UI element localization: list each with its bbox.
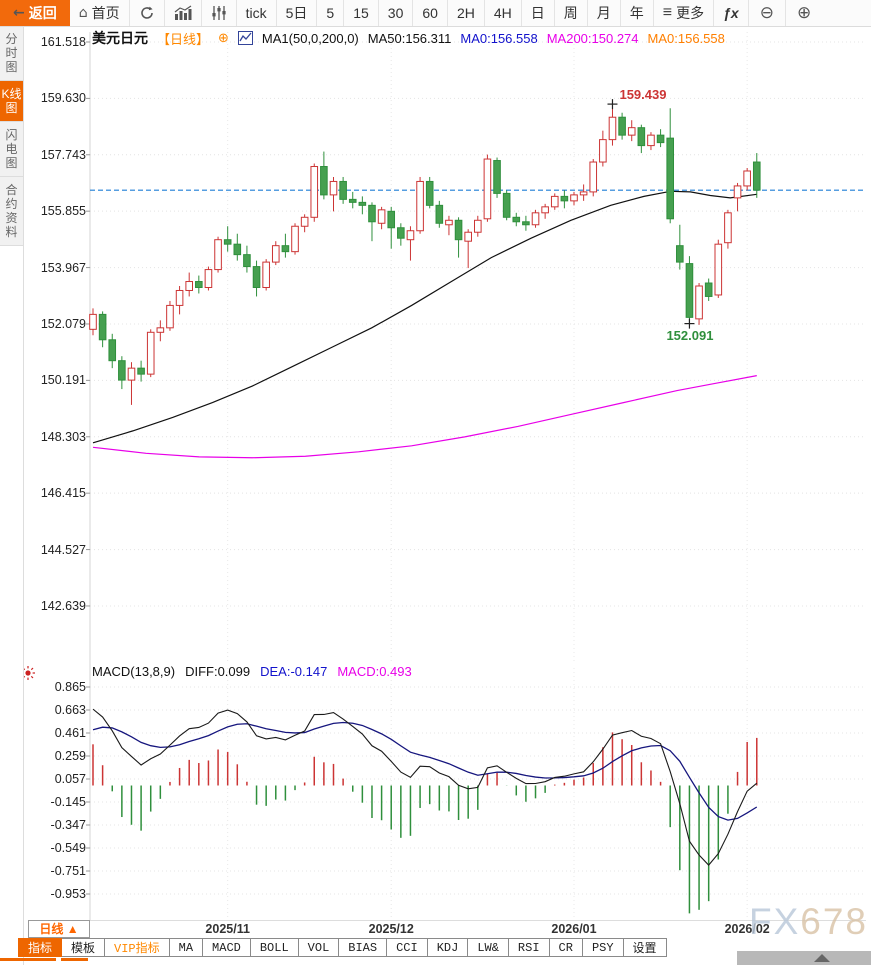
timeframe-label: 周 [563,5,578,21]
timeframe-label: 4H [493,5,512,21]
more-button[interactable]: ≡ 更多 [654,0,715,26]
timeframe-label: 5日 [285,5,308,21]
macd-params: MACD(13,8,9) [92,664,176,679]
hamburger-icon: ≡ [662,4,673,21]
line-chart-icon [237,31,253,45]
watermark-678: 678 [800,901,868,942]
more-label: 更多 [676,5,705,21]
indicator-tab-LW&[interactable]: LW& [468,938,509,957]
indicator-tab-settings[interactable]: 设置 [623,938,667,957]
sidebar-tab-分时图[interactable]: 分时图 [0,26,23,81]
sidebar-tab-闪电图[interactable]: 闪电图 [0,122,23,177]
ma-settings: MA1(50,0,200,0) [261,30,359,46]
timeframe-label: 2H [456,5,475,21]
ma50-value: MA50:156.311 [367,30,452,46]
timeframe-button-4H[interactable]: 4H [485,0,522,26]
expand-icon[interactable]: ⊕ [218,30,229,46]
period-selector[interactable]: 日线 ▲ [28,920,90,938]
zoom-out-button[interactable]: ⊖ [749,0,786,26]
fx-icon: ƒx [723,5,739,21]
macd-bar-value: MACD:0.493 [337,664,412,679]
home-label: 首页 [91,5,120,21]
home-icon: ⌂ [78,5,88,21]
indicator-tab-MACD[interactable]: MACD [203,938,251,957]
timeframe-button-月[interactable]: 月 [588,0,621,26]
zoom-in-button[interactable]: ⊕ [786,0,822,26]
refresh-button[interactable] [130,0,165,26]
timeframe-label: 月 [596,5,611,21]
symbol-name: 美元日元 [92,30,148,46]
sidebar-tab-合约资料[interactable]: 合约资料 [0,177,23,246]
fx678-watermark: FX678 [749,901,868,943]
active-tab-underline-2 [61,958,88,961]
period-tag: 【日线】 [157,31,210,47]
indicator-tab-bar: 指标 模板 VIP指标 MA MACD BOLL VOL BIAS CCI KDJ LW& RSI CR… [18,938,667,957]
macd-dea-value: DEA:-0.147 [260,664,328,679]
ma200-value: MA200:150.274 [546,30,639,46]
indicator-tab-指标[interactable]: 指标 [18,938,63,957]
timeframe-label: 年 [629,5,644,21]
indicator-tab-BOLL[interactable]: BOLL [250,938,299,957]
watermark-fx: FX [748,901,801,942]
indicator-tab-PSY[interactable]: PSY [582,938,624,957]
timeframe-button-60[interactable]: 60 [413,0,448,26]
bar-chart-button[interactable] [165,0,202,26]
ma0-blue-value: MA0:156.558 [460,30,538,46]
timeframe-button-5[interactable]: 5 [317,0,345,26]
collapse-up-arrow-icon [814,954,830,962]
back-arrow-icon: ← [13,5,25,21]
indicator-tab-MA[interactable]: MA [169,938,204,957]
timeframe-label: 15 [353,5,369,21]
ma0-orange-value: MA0:156.558 [647,30,725,46]
timeframe-label: 30 [387,5,404,21]
top-toolbar: ← 返回 ⌂ 首页 [0,0,871,27]
home-button[interactable]: ⌂ 首页 [70,0,130,26]
timeframe-button-周[interactable]: 周 [555,0,588,26]
sidebar-tab-K线图[interactable]: K线图 [0,81,23,122]
indicator-tab-KDJ[interactable]: KDJ [427,938,469,957]
timeframe-label: 日 [530,5,545,21]
back-label: 返回 [28,5,57,21]
bar-chart-icon [174,5,192,20]
indicator-tab-VOL[interactable]: VOL [298,938,340,957]
timeframe-button-日[interactable]: 日 [522,0,555,26]
timeframe-buttons: tick 5日 5 15 30 60 2H 4H 日 周 月 年 [237,0,654,26]
indicator-tab-CR[interactable]: CR [549,938,583,957]
zoom-out-icon: ⊖ [759,3,774,23]
formula-button[interactable]: ƒx [714,0,749,26]
timeframe-label: 5 [326,5,335,21]
left-sidebar: 分时图 K线图 闪电图 合约资料 [0,26,24,965]
macd-diff-value: DIFF:0.099 [185,664,251,679]
indicator-tab-BIAS[interactable]: BIAS [339,938,388,957]
timeframe-button-5日[interactable]: 5日 [277,0,318,26]
macd-header: MACD(13,8,9) DIFF:0.099 DEA:-0.147 MACD:… [92,664,412,679]
zoom-in-icon: ⊕ [796,3,812,23]
indicator-tab-VIP指标[interactable]: VIP指标 [105,938,170,957]
timeframe-button-15[interactable]: 15 [344,0,379,26]
timeframe-button-tick[interactable]: tick [237,0,277,26]
indicator-tab-CCI[interactable]: CCI [387,938,428,957]
candlestick-view-button[interactable] [202,0,237,26]
chart-header: 美元日元 【日线】 ⊕ MA1(50,0,200,0) MA50:156.311… [92,28,725,48]
back-button[interactable]: ← 返回 [0,0,70,26]
timeframe-button-30[interactable]: 30 [379,0,414,26]
panel-collapse-handle[interactable] [737,951,871,965]
active-tab-underline [0,958,56,961]
timeframe-button-2H[interactable]: 2H [448,0,485,26]
indicator-tab-模板[interactable]: 模板 [62,938,106,957]
refresh-icon [140,6,153,19]
timeframe-label: 60 [422,5,438,21]
timeframe-label: tick [245,5,267,21]
indicator-tab-RSI[interactable]: RSI [508,938,550,957]
candlestick-sliders-icon [212,6,226,20]
timeframe-button-年[interactable]: 年 [621,0,654,26]
